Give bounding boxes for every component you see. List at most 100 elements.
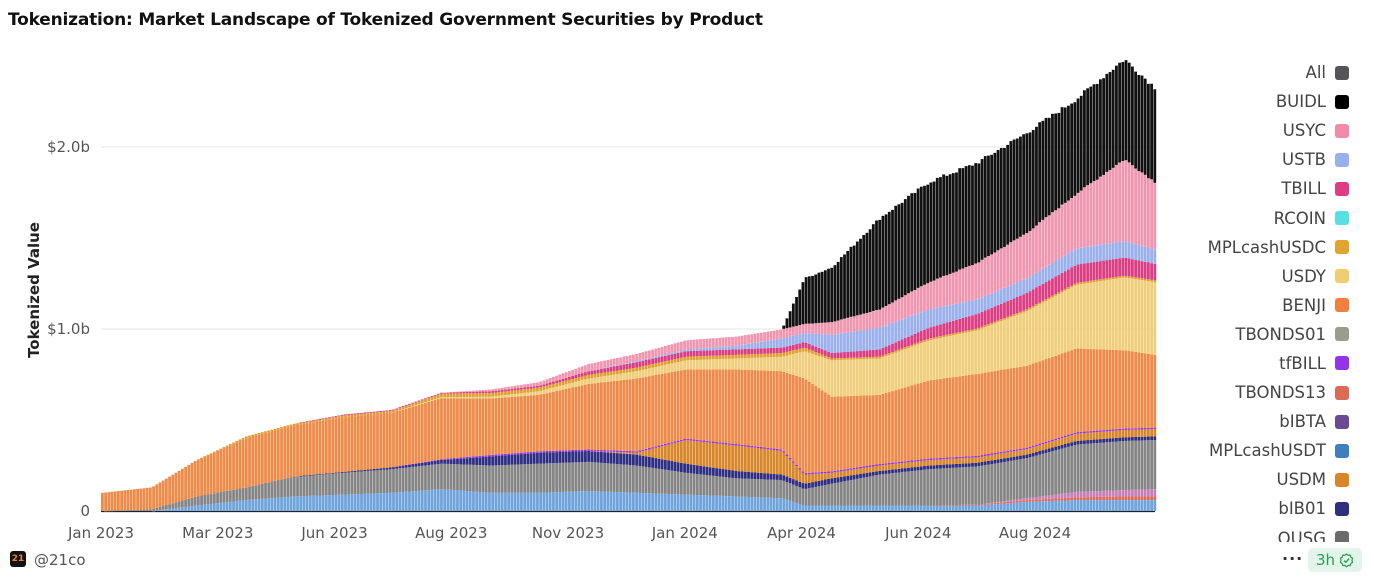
bar-stack[interactable] [104,492,107,512]
bar-stack[interactable] [1099,79,1102,511]
bar-stack[interactable] [212,451,216,511]
bar-stack[interactable] [475,390,479,511]
bar-stack[interactable] [785,318,789,511]
bar-stack[interactable] [753,333,757,511]
bar-stack[interactable] [923,185,926,511]
bar-stack[interactable] [743,335,747,511]
bar-stack[interactable] [644,351,648,511]
bar-stack[interactable] [1150,83,1153,511]
bar-stack[interactable] [1009,141,1013,511]
bar-stack[interactable] [305,421,309,511]
bar-stack[interactable] [152,486,155,512]
bar-stack[interactable] [561,373,565,511]
bar-stack[interactable] [369,411,373,511]
bar-stack[interactable] [651,349,654,511]
legend-item-bibta[interactable]: bIBTA [1208,407,1349,436]
bar-stack[interactable] [635,353,638,511]
bar-stack[interactable] [884,214,888,511]
bar-stack[interactable] [568,371,571,511]
bar-stack[interactable] [232,442,235,511]
bar-stack[interactable] [184,466,187,511]
legend-item-mplcashusdc[interactable]: MPLcashUSDC [1208,233,1349,262]
bar-stack[interactable] [1063,107,1067,511]
bar-stack[interactable] [855,241,859,511]
bar-stack[interactable] [577,367,581,511]
bar-stack[interactable] [161,480,165,511]
bar-stack[interactable] [321,418,325,511]
bar-stack[interactable] [180,468,184,511]
bar-stack[interactable] [1076,98,1080,511]
bar-stack[interactable] [465,391,469,511]
bar-stack[interactable] [168,476,171,511]
bar-stack[interactable] [1022,134,1026,511]
bar-stack[interactable] [436,393,440,511]
bar-stack[interactable] [731,336,734,511]
bar-stack[interactable] [606,359,610,511]
bar-stack[interactable] [520,384,523,511]
bar-stack[interactable] [849,246,853,511]
bar-stack[interactable] [766,331,770,511]
legend-item-rcoin[interactable]: RCOIN [1208,203,1349,232]
bar-stack[interactable] [123,490,127,511]
bar-stack[interactable] [312,420,315,511]
bar-stack[interactable] [187,464,191,511]
bar-stack[interactable] [903,199,907,511]
bar-stack[interactable] [555,375,559,511]
bar-stack[interactable] [932,181,936,511]
bar-stack[interactable] [971,165,974,511]
bar-stack[interactable] [129,489,133,511]
bar-stack[interactable] [430,396,434,511]
bar-stack[interactable] [472,390,475,511]
bar-stack[interactable] [702,338,706,511]
bar-stack[interactable] [452,391,456,511]
bar-stack[interactable] [440,392,443,511]
bar-stack[interactable] [913,192,917,511]
bar-stack[interactable] [264,431,267,511]
freshness-badge[interactable]: 3h [1308,548,1362,572]
bar-stack[interactable] [1092,84,1096,511]
bar-stack[interactable] [529,383,533,511]
bar-stack[interactable] [1044,117,1048,511]
bar-stack[interactable] [494,388,498,511]
bar-stack[interactable] [750,334,754,511]
bar-stack[interactable] [616,357,619,511]
bar-stack[interactable] [798,289,802,511]
legend-item-buidl[interactable]: BUIDL [1208,87,1349,116]
bar-stack[interactable] [1047,117,1051,511]
bar-stack[interactable] [699,339,702,511]
bar-stack[interactable] [878,219,882,511]
bar-stack[interactable] [347,414,351,511]
bar-stack[interactable] [484,389,488,511]
bar-stack[interactable] [993,152,997,511]
bar-stack[interactable] [811,275,814,511]
bar-stack[interactable] [478,390,482,511]
bar-stack[interactable] [1137,75,1141,511]
bar-stack[interactable] [1095,83,1099,511]
bar-stack[interactable] [814,274,818,511]
bar-stack[interactable] [1060,107,1064,511]
bar-stack[interactable] [590,363,594,511]
bar-stack[interactable] [404,404,408,511]
bar-stack[interactable] [270,429,274,511]
legend-item-tbonds01[interactable]: TBONDS01 [1208,320,1349,349]
bar-stack[interactable] [289,424,293,511]
bar-stack[interactable] [900,202,904,511]
bar-stack[interactable] [344,414,347,511]
bar-stack[interactable] [772,330,776,511]
bar-stack[interactable] [558,374,562,511]
bar-stack[interactable] [216,450,219,511]
bar-stack[interactable] [929,182,933,511]
bar-stack[interactable] [964,166,968,511]
bar-stack[interactable] [164,478,168,511]
bar-stack[interactable] [734,336,738,511]
bar-stack[interactable] [951,173,955,511]
bar-stack[interactable] [315,419,319,511]
bar-stack[interactable] [148,487,152,511]
bar-stack[interactable] [692,339,696,511]
bar-stack[interactable] [1031,130,1035,511]
bar-stack[interactable] [641,352,645,511]
bar-stack[interactable] [977,163,981,511]
bar-stack[interactable] [1003,147,1006,511]
bar-stack[interactable] [667,345,670,511]
bar-stack[interactable] [414,401,418,511]
